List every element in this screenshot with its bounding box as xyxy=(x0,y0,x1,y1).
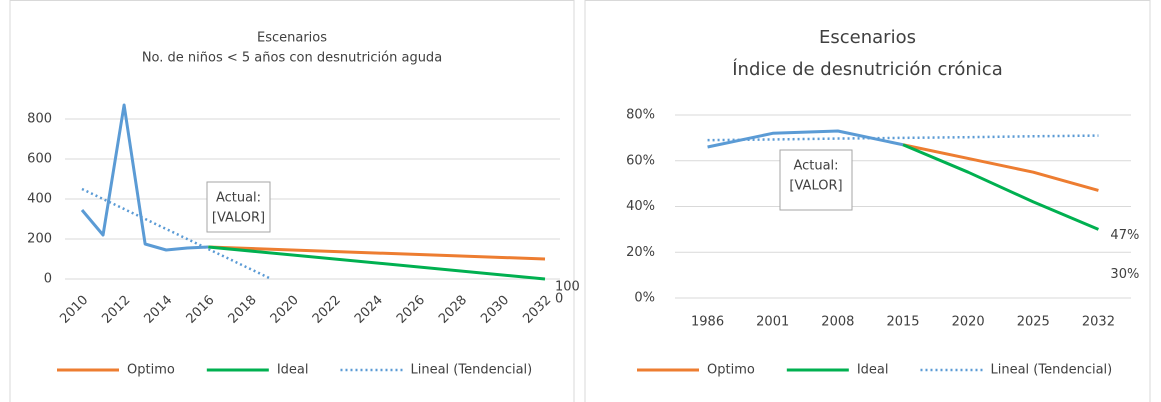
series-line xyxy=(208,245,546,281)
annotation: Actual: xyxy=(216,191,261,206)
x-tick-label: 2001 xyxy=(756,315,789,330)
chart-subtitle: No. de niños < 5 años con desnutrición a… xyxy=(142,51,442,66)
x-tick-label: 2008 xyxy=(821,315,854,330)
y-tick-label: 40% xyxy=(626,199,655,214)
y-tick-label: 80% xyxy=(626,108,655,123)
annotation-box xyxy=(779,149,853,211)
x-tick-label: 2030 xyxy=(478,293,512,327)
legend-label: Lineal (Tendencial) xyxy=(990,363,1112,378)
annotation-box xyxy=(206,181,271,233)
y-tick-label: 400 xyxy=(27,192,52,207)
legend-label: Ideal xyxy=(277,363,309,378)
x-tick-label: 2015 xyxy=(886,315,919,330)
x-tick-label: 2010 xyxy=(57,293,91,327)
panel xyxy=(9,0,575,402)
x-tick-label: 2028 xyxy=(436,293,470,327)
data-label: 47% xyxy=(1110,228,1139,243)
series-line xyxy=(707,129,904,149)
data-label: 30% xyxy=(1110,267,1139,282)
x-tick-label: 2026 xyxy=(394,293,428,327)
annotation: [VALOR] xyxy=(212,211,265,226)
x-tick-label: 2014 xyxy=(141,293,175,327)
series-line xyxy=(80,103,209,252)
series-line xyxy=(902,143,1100,231)
legend-label: Ideal xyxy=(857,363,889,378)
y-tick-label: 200 xyxy=(27,232,52,247)
y-tick-label: 0 xyxy=(44,272,52,287)
annotation: [VALOR] xyxy=(789,179,842,194)
chart-subtitle: Índice de desnutrición crónica xyxy=(732,58,1003,80)
x-tick-label: 2018 xyxy=(226,293,260,327)
y-tick-label: 20% xyxy=(626,245,655,260)
x-tick-label: 2012 xyxy=(99,293,133,327)
x-tick-label: 2020 xyxy=(268,293,302,327)
series-line xyxy=(707,134,1099,142)
y-tick-label: 800 xyxy=(27,112,52,127)
x-tick-label: 2032 xyxy=(520,293,554,327)
y-tick-label: 60% xyxy=(626,153,655,168)
legend-label: Optimo xyxy=(707,363,755,378)
chart-title: Escenarios xyxy=(257,31,327,46)
x-tick-label: 2032 xyxy=(1082,315,1115,330)
x-tick-label: 2020 xyxy=(952,315,985,330)
legend-label: Optimo xyxy=(127,363,175,378)
legend-label: Lineal (Tendencial) xyxy=(410,363,532,378)
data-label: 0 xyxy=(555,292,563,307)
annotation: Actual: xyxy=(793,159,838,174)
x-tick-label: 2024 xyxy=(352,293,386,327)
x-tick-label: 2022 xyxy=(310,293,344,327)
y-tick-label: 600 xyxy=(27,152,52,167)
chart-title: Escenarios xyxy=(819,27,916,48)
panel xyxy=(584,0,1151,402)
x-tick-label: 2016 xyxy=(184,293,218,327)
data-label: 100 xyxy=(555,280,580,295)
series-line xyxy=(208,245,546,261)
x-tick-label: 1986 xyxy=(691,315,724,330)
x-tick-label: 2025 xyxy=(1017,315,1050,330)
y-tick-label: 0% xyxy=(634,291,655,306)
series-line xyxy=(902,143,1099,192)
